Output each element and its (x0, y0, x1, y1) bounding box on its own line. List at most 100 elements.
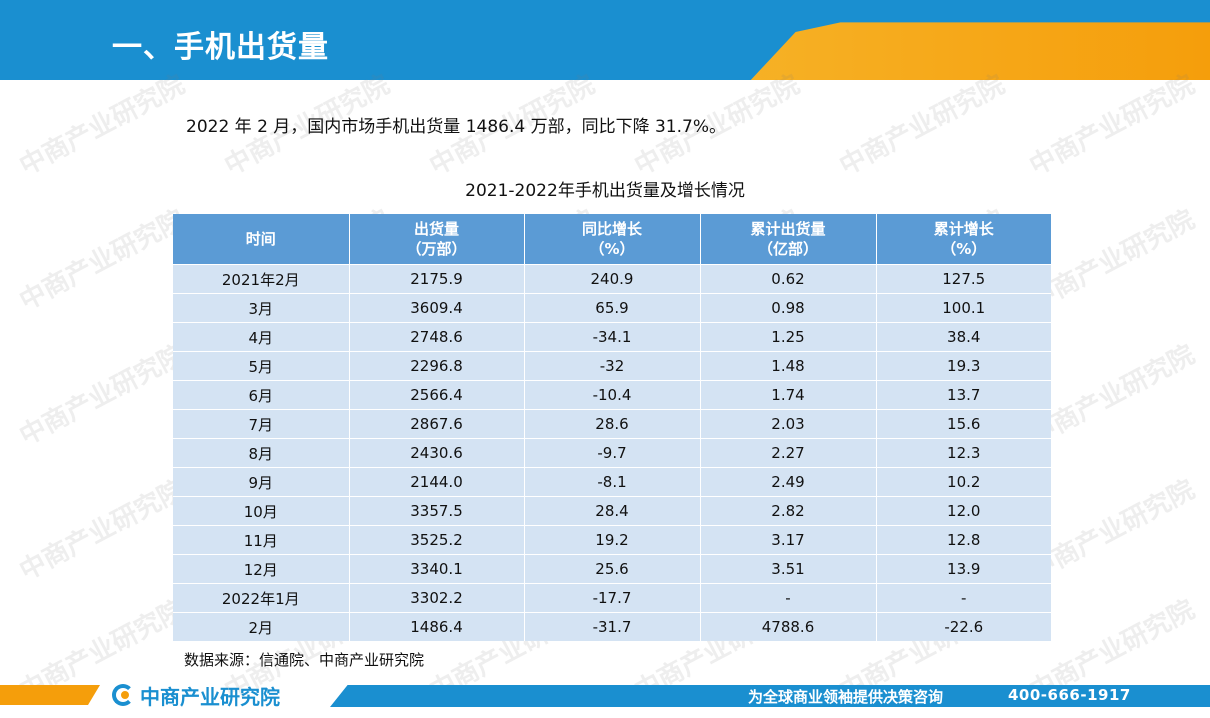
table-cell: 3月 (173, 293, 350, 323)
watermark-text: 中商产业研究院 (14, 474, 190, 587)
table-cell: 10月 (173, 496, 350, 526)
table-cell: 1486.4 (349, 612, 525, 641)
table-cell: 2430.6 (349, 438, 525, 468)
data-source: 数据来源：信通院、中商产业研究院 (184, 651, 425, 669)
column-header-text: 累计增长 (933, 220, 994, 238)
table-cell: 0.62 (700, 264, 877, 294)
table-cell: 2175.9 (349, 264, 525, 294)
table-cell: 6月 (173, 380, 350, 410)
watermark-text: 中商产业研究院 (834, 69, 1010, 182)
watermark-text: 中商产业研究院 (14, 69, 190, 182)
table-cell: 3525.2 (349, 525, 525, 555)
table-cell: 3.17 (700, 525, 877, 555)
table-caption: 2021-2022年手机出货量及增长情况 (465, 181, 745, 201)
table-cell: 2021年2月 (173, 264, 350, 294)
column-header: 时间 (173, 214, 350, 265)
table-cell: 1.48 (700, 351, 877, 381)
table-cell: 10.2 (876, 467, 1051, 497)
table-cell: 13.9 (876, 554, 1051, 584)
table-cell: 65.9 (524, 293, 701, 323)
table-row: 2021年2月 2175.9 240.9 0.62 127.5 (173, 264, 1051, 294)
table-cell: 3.51 (700, 554, 877, 584)
table-cell: 9月 (173, 467, 350, 497)
table-cell: 2.49 (700, 467, 877, 497)
table-cell: 2.82 (700, 496, 877, 526)
column-header: 出货量 （万部） (349, 214, 525, 265)
table-cell: 2.27 (700, 438, 877, 468)
logo-text: 中商产业研究院 (140, 684, 280, 709)
column-header: 累计出货量 （亿部） (700, 214, 877, 265)
column-header-text: （亿部） (757, 240, 818, 258)
table-cell: -31.7 (524, 612, 701, 641)
table-cell: -17.7 (524, 583, 701, 613)
table-cell: 2296.8 (349, 351, 525, 381)
table-cell: 28.4 (524, 496, 701, 526)
table-cell: 12.8 (876, 525, 1051, 555)
column-header-text: 出货量 (413, 220, 459, 238)
table-cell: 100.1 (876, 293, 1051, 323)
table-cell: 19.2 (524, 525, 701, 555)
table-cell: 0.98 (700, 293, 877, 323)
table-cell: 15.6 (876, 409, 1051, 439)
logo-icon (112, 684, 134, 706)
footer-phone: 400-666-1917 (1008, 686, 1131, 704)
shipment-table: 时间 出货量 （万部） 同比增长 （%） 累计出货量 （亿部） 累计增长 （%） 2021年2月… (173, 214, 1051, 641)
table-cell: 127.5 (876, 264, 1051, 294)
table-cell: -10.4 (524, 380, 701, 410)
table-cell: -32 (524, 351, 701, 381)
table-row: 12月 3340.1 25.6 3.51 13.9 (173, 554, 1051, 584)
table-cell: 12.3 (876, 438, 1051, 468)
table-cell: 28.6 (524, 409, 701, 439)
table-cell: 8月 (173, 438, 350, 468)
column-header-text: （万部） (406, 240, 467, 258)
table-cell: 3357.5 (349, 496, 525, 526)
table-header-row: 时间 出货量 （万部） 同比增长 （%） 累计出货量 （亿部） 累计增长 （%） (173, 214, 1051, 265)
table-cell: 7月 (173, 409, 350, 439)
header-orange-accent (750, 22, 1210, 80)
table-cell: 2867.6 (349, 409, 525, 439)
header-banner: 一、手机出货量 (0, 0, 1210, 80)
table-cell: 2月 (173, 612, 350, 641)
table-cell: 12月 (173, 554, 350, 584)
table-cell: 13.7 (876, 380, 1051, 410)
table-row: 2月 1486.4 -31.7 4788.6 -22.6 (173, 612, 1051, 641)
table-row: 8月 2430.6 -9.7 2.27 12.3 (173, 438, 1051, 468)
watermark-text: 中商产业研究院 (14, 204, 190, 317)
table-cell: 38.4 (876, 322, 1051, 352)
table-row: 2022年1月 3302.2 -17.7- - (173, 583, 1051, 613)
table-cell: 19.3 (876, 351, 1051, 381)
column-header-text: （%） (941, 240, 987, 258)
watermark-text: 中商产业研究院 (1024, 69, 1200, 182)
table-cell: 4788.6 (700, 612, 877, 641)
table-cell: 1.25 (700, 322, 877, 352)
table-cell: -22.6 (876, 612, 1051, 641)
column-header-text: 时间 (245, 230, 276, 248)
table-row: 5月 2296.8 -32 1.48 19.3 (173, 351, 1051, 381)
column-header-text: 累计出货量 (750, 220, 826, 238)
table-cell: 5月 (173, 351, 350, 381)
column-header-text: 同比增长 (581, 220, 642, 238)
table-cell: 2022年1月 (173, 583, 350, 613)
table-row: 10月 3357.5 28.4 2.82 12.0 (173, 496, 1051, 526)
table-row: 4月 2748.6 -34.1 1.25 38.4 (173, 322, 1051, 352)
table-cell: -9.7 (524, 438, 701, 468)
table-cell: 3340.1 (349, 554, 525, 584)
table-cell: - (700, 583, 877, 613)
table-cell: 2.03 (700, 409, 877, 439)
footer-logo: 中商产业研究院 (112, 680, 280, 710)
table-cell: 2566.4 (349, 380, 525, 410)
column-header: 累计增长 （%） (876, 214, 1051, 265)
footer-slogan: 为全球商业领袖提供决策咨询 (748, 688, 944, 706)
table-cell: 240.9 (524, 264, 701, 294)
table-row: 11月 3525.2 19.2 3.17 12.8 (173, 525, 1051, 555)
intro-sentence: 2022 年 2 月，国内市场手机出货量 1486.4 万部，同比下降 31.7… (186, 117, 726, 137)
table-body: 2021年2月 2175.9 240.9 0.62 127.5 3月 3609.4 65.9 0… (173, 264, 1051, 641)
column-header: 同比增长 （%） (524, 214, 701, 265)
watermark-text: 中商产业研究院 (14, 339, 190, 452)
table-cell: 12.0 (876, 496, 1051, 526)
table-row: 7月 2867.6 28.6 2.03 15.6 (173, 409, 1051, 439)
table-cell: 3302.2 (349, 583, 525, 613)
column-header-text: （%） (589, 240, 635, 258)
table-cell: 3609.4 (349, 293, 525, 323)
table-row: 3月 3609.4 65.9 0.98 100.1 (173, 293, 1051, 323)
